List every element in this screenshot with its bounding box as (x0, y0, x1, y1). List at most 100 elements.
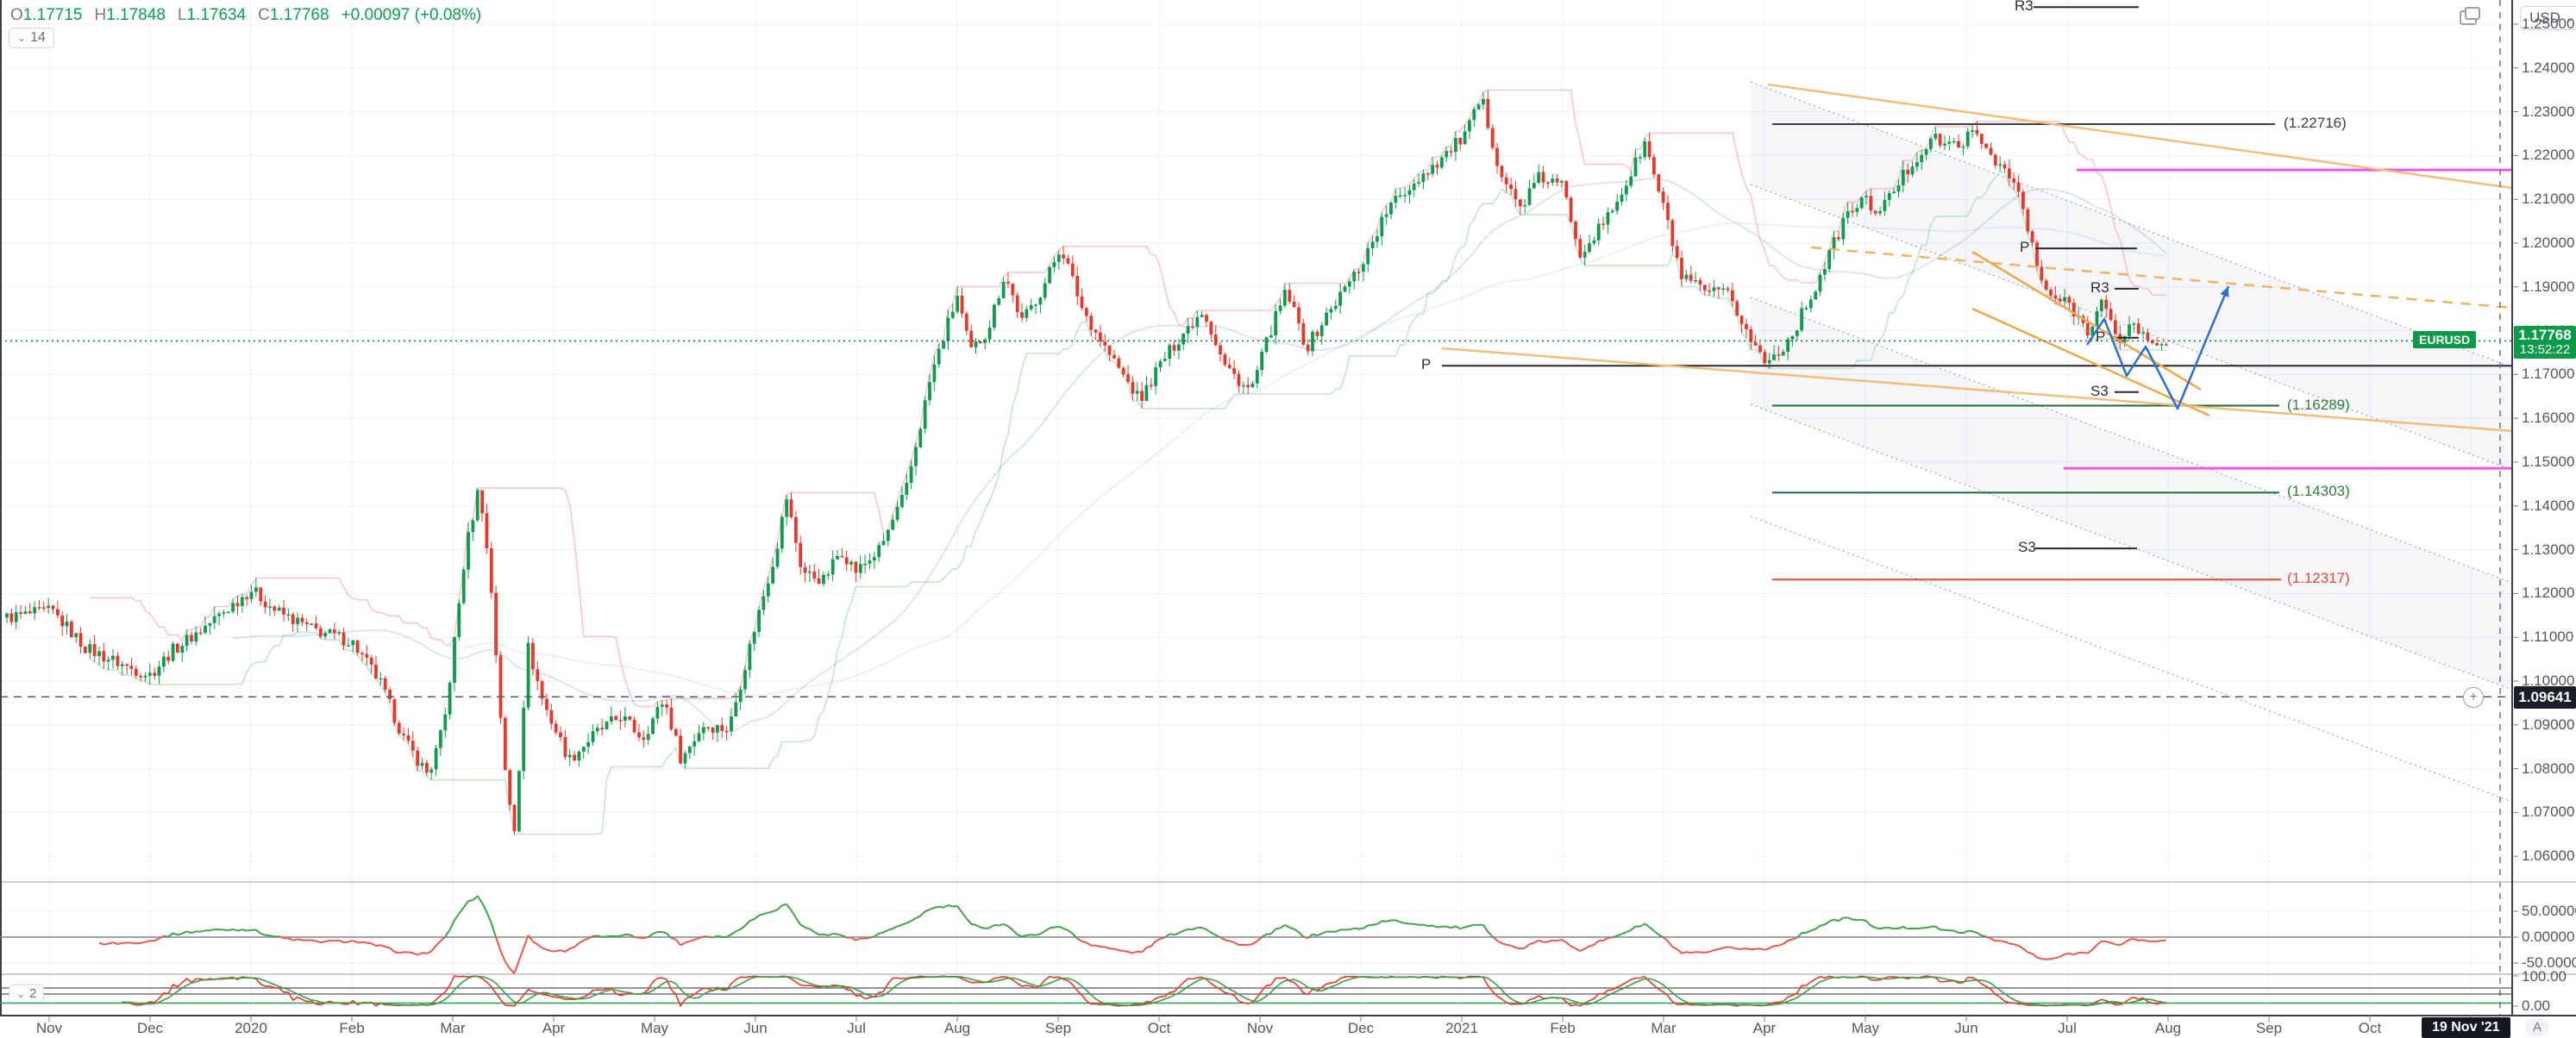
price-axis-label: 1.10000 (2522, 672, 2575, 689)
current-date-badge: 19 Nov '21 (2422, 1017, 2510, 1038)
pivot-label-weekly: R3 (2090, 279, 2109, 296)
ohlc-legend: O1.17715 H1.17848 L1.17634 C1.17768 +0.00097… (10, 6, 481, 25)
price-axis-label: 1.13000 (2522, 541, 2575, 558)
chevron-down-icon: ⌄ (2565, 13, 2574, 24)
stoch-d-line (122, 975, 2166, 1007)
channel-dotted-line (1750, 297, 2513, 584)
chevron-down-icon: ⌄ (16, 987, 26, 1000)
pivot-label-monthly: S3 (2018, 539, 2036, 555)
pivot-label-monthly: P (2020, 239, 2030, 255)
time-axis-label: Mar (1651, 1020, 1677, 1036)
level-label: (1.12317) (2287, 570, 2350, 586)
time-axis-label: 2020 (235, 1020, 267, 1036)
time-axis-label: May (640, 1020, 669, 1036)
time-axis-label: Sep (1044, 1020, 1072, 1036)
stoch-k-line (122, 975, 2166, 1008)
channel-dotted-line (1750, 403, 2513, 691)
currency-label: USD (2529, 9, 2560, 26)
trendline (1971, 250, 2202, 391)
trendline (1767, 83, 2513, 190)
trendline (1810, 246, 2513, 310)
pane3-hidden-toggle[interactable]: ⌄ 2 (9, 985, 45, 1003)
time-axis-label: Dec (136, 1020, 164, 1036)
hidden-indicators-toggle[interactable]: ⌄ 14 (9, 28, 54, 48)
sma100-line (463, 222, 2166, 697)
bar-countdown: 13:52:22 (2519, 341, 2571, 357)
price-axis-label: 1.17000 (2522, 366, 2575, 382)
stochastic-axis-label: 0.00 (2522, 997, 2551, 1014)
add-alert-plus-icon[interactable]: + (2463, 687, 2484, 708)
channel-dotted-line (1750, 516, 2513, 803)
price-axis-label: 1.12000 (2522, 585, 2575, 601)
channel-dotted-line (1750, 184, 2513, 471)
oscillator-axis-label: -50.00000 (2522, 954, 2576, 971)
trendline (1441, 347, 2513, 433)
alert-price-badge: 1.09641 (2514, 686, 2576, 709)
price-axis-label: 1.16000 (2522, 410, 2575, 426)
oscillator-axis-label: 50.00000 (2522, 903, 2576, 919)
time-axis-label: Apr (542, 1020, 566, 1036)
price-axis-label: 1.06000 (2522, 847, 2575, 864)
time-axis-label: Nov (1246, 1020, 1274, 1036)
price-axis-label: 1.11000 (2522, 628, 2574, 645)
ohlc-value: 1.17768 (269, 6, 329, 24)
time-axis-label: Sep (2255, 1020, 2283, 1036)
pivot-label-weekly: P (2096, 328, 2106, 345)
time-axis-label: 2021 (1445, 1020, 1478, 1036)
time-axis-label: Jun (743, 1020, 768, 1036)
time-axis-label: Feb (339, 1020, 365, 1036)
ohlc-value: 1.17715 (22, 6, 83, 24)
price-axis-label: 1.08000 (2522, 760, 2575, 777)
time-axis-label: Jul (847, 1020, 866, 1036)
time-axis-label: Jun (1954, 1020, 1978, 1036)
price-axis-label: 1.07000 (2522, 804, 2575, 820)
time-axis-label: Nov (35, 1020, 63, 1036)
price-axis-label: 1.23000 (2522, 103, 2575, 120)
channel-dotted-line (1750, 81, 2513, 368)
ohlc-key: C (258, 6, 270, 24)
currency-selector[interactable]: USD ⌄ (2520, 6, 2576, 30)
channel-shading (1751, 82, 2512, 470)
price-axis-label: 1.25000 (2522, 16, 2575, 32)
projection-arrowhead (2220, 286, 2229, 297)
time-axis-label: Jul (2058, 1020, 2077, 1036)
pivot-label-monthly: R3 (2015, 0, 2034, 14)
time-axis-label: Dec (1347, 1020, 1375, 1036)
price-axis-label: 1.22000 (2522, 147, 2575, 163)
level-label: (1.22716) (2284, 115, 2347, 131)
price-axis-label: 1.21000 (2522, 191, 2575, 207)
time-axis-label: May (1851, 1020, 1880, 1036)
price-change: +0.00097 (+0.08%) (341, 6, 482, 24)
price-axis-label: 1.14000 (2522, 497, 2575, 514)
time-axis-label: Oct (2358, 1020, 2382, 1036)
candles-group (5, 90, 2168, 835)
pivot-label-main: P (1421, 356, 1432, 372)
symbol-price-label: EURUSD (2413, 331, 2477, 348)
current-price-value: 1.17768 (2518, 327, 2572, 343)
channel-shading (1751, 297, 2512, 690)
ohlc-key: O (10, 6, 23, 24)
ohlc-value: 1.17634 (186, 6, 247, 24)
oscillator-axis-label: 0.00000 (2522, 929, 2575, 945)
time-axis-label: Aug (2154, 1020, 2182, 1036)
time-axis-label: Oct (1147, 1020, 1171, 1036)
price-axis-label: 1.24000 (2522, 59, 2575, 76)
pane3-hidden-count: 2 (29, 986, 37, 1001)
level-label: (1.14303) (2287, 483, 2350, 499)
time-axis-label: Apr (1752, 1020, 1777, 1036)
price-axis-label: 1.09000 (2522, 716, 2575, 733)
restore-pane-icon[interactable] (2460, 7, 2480, 25)
pivot-label-weekly: S3 (2090, 383, 2109, 399)
auto-scale-button[interactable]: A (2525, 1018, 2550, 1036)
level-label: (1.16289) (2287, 397, 2350, 413)
lower-band-line (89, 171, 2166, 835)
trendline (1971, 307, 2210, 417)
ohlc-key: L (177, 6, 187, 24)
sma50-line (233, 178, 2167, 733)
hidden-indicators-count: 14 (30, 30, 46, 45)
time-axis-label: Mar (440, 1020, 466, 1036)
projection-arrow (2085, 285, 2230, 410)
time-axis-label: Aug (943, 1020, 971, 1036)
